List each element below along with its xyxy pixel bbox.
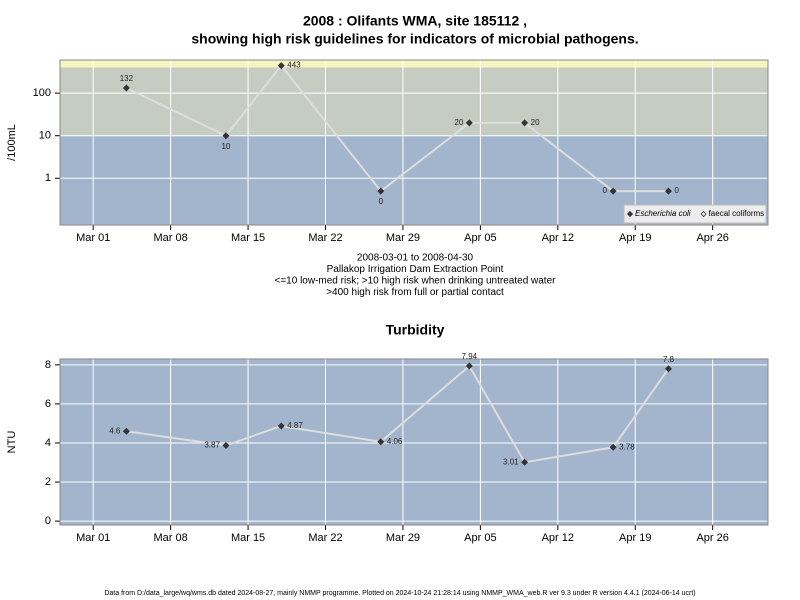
note: 2008-03-01 to 2008-04-30	[357, 253, 474, 264]
y-tick-label: 1	[45, 172, 51, 184]
legend-box	[623, 204, 767, 224]
risk-band	[60, 60, 768, 68]
series-line	[125, 63, 669, 193]
y-axis-label: NTU	[6, 431, 18, 454]
chart-title: Turbidity	[386, 322, 445, 338]
x-tick-label: Mar 01	[76, 532, 110, 544]
chart-title: 2008 : Olifants WMA, site 185112 ,	[303, 13, 527, 29]
x-tick-label: Apr 12	[542, 532, 574, 544]
data-point	[277, 62, 285, 70]
y-axis-label: /100mL	[6, 124, 18, 161]
value-label: 20	[454, 118, 463, 127]
value-label: 10	[221, 142, 230, 151]
value-label: 20	[531, 118, 540, 127]
data-point	[222, 442, 230, 450]
value-label: 3.87	[204, 441, 220, 450]
y-tick-label: 10	[39, 130, 51, 142]
x-tick-label: Mar 15	[231, 532, 265, 544]
data-point	[664, 187, 672, 195]
value-label: 443	[287, 61, 301, 70]
legend-marker	[700, 210, 707, 218]
data-point	[277, 422, 285, 430]
legend-marker	[626, 210, 634, 218]
data-point	[664, 365, 672, 373]
x-tick-label: Apr 26	[696, 532, 728, 544]
x-tick-label: Mar 08	[154, 532, 188, 544]
note: Pallakop Irrigation Dam Extraction Point	[327, 264, 504, 275]
value-label: 4.06	[387, 437, 403, 446]
risk-band	[60, 359, 768, 525]
x-tick-label: Apr 12	[542, 232, 574, 244]
data-point	[521, 119, 529, 127]
value-label: 3.78	[619, 442, 635, 451]
value-label: 0	[379, 197, 384, 206]
x-tick-label: Mar 22	[308, 532, 342, 544]
data-point	[377, 438, 385, 446]
legend: Escherichia coli faecal coliforms	[623, 204, 767, 224]
plot-frame	[59, 59, 769, 226]
value-label: 7.8	[663, 355, 675, 364]
x-tick-label: Apr 19	[619, 532, 651, 544]
value-label: 7.94	[462, 352, 478, 361]
data-point	[122, 427, 130, 435]
data-point	[465, 119, 473, 127]
data-point	[609, 443, 617, 451]
x-tick-label: Apr 26	[696, 232, 728, 244]
data-point	[377, 187, 385, 195]
y-tick-label: 6	[45, 398, 51, 410]
note: >400 high risk from full or partial cont…	[326, 287, 504, 298]
data-point	[465, 362, 473, 370]
x-tick-label: Mar 15	[231, 232, 265, 244]
y-tick-label: 100	[33, 87, 51, 99]
value-label: 132	[120, 74, 134, 83]
x-tick-label: Apr 19	[619, 232, 651, 244]
value-label: 4.87	[287, 421, 303, 430]
data-point	[122, 84, 130, 92]
risk-band	[60, 67, 768, 136]
data-point	[222, 132, 230, 140]
y-tick-label: 8	[45, 359, 51, 371]
value-label: 0	[603, 186, 608, 195]
x-tick-label: Apr 05	[464, 232, 496, 244]
y-tick-label: 0	[45, 515, 51, 527]
series-line	[126, 364, 670, 464]
data-point	[609, 187, 617, 195]
chart-subtitle: showing high risk guidelines for indicat…	[191, 31, 638, 47]
note: <=10 low-med risk; >10 high risk when dr…	[275, 276, 557, 287]
x-tick-label: Mar 29	[386, 532, 420, 544]
y-tick-label: 4	[45, 437, 51, 449]
x-tick-label: Mar 01	[76, 232, 110, 244]
value-label: 0	[674, 186, 679, 195]
data-point	[521, 458, 529, 466]
y-tick-label: 2	[45, 476, 51, 488]
x-tick-label: Mar 08	[154, 232, 188, 244]
x-tick-label: Apr 05	[464, 532, 496, 544]
value-label: 4.6	[109, 426, 121, 435]
legend-label: Escherichia coli	[635, 209, 691, 218]
legend-label: faecal coliforms	[709, 209, 765, 218]
footer: Data from D:/data_large/wq/wms.db dated …	[104, 590, 695, 597]
value-label: 3.01	[503, 457, 519, 466]
plot-frame	[59, 358, 769, 526]
x-tick-label: Mar 22	[308, 232, 342, 244]
x-tick-label: Mar 29	[386, 232, 420, 244]
